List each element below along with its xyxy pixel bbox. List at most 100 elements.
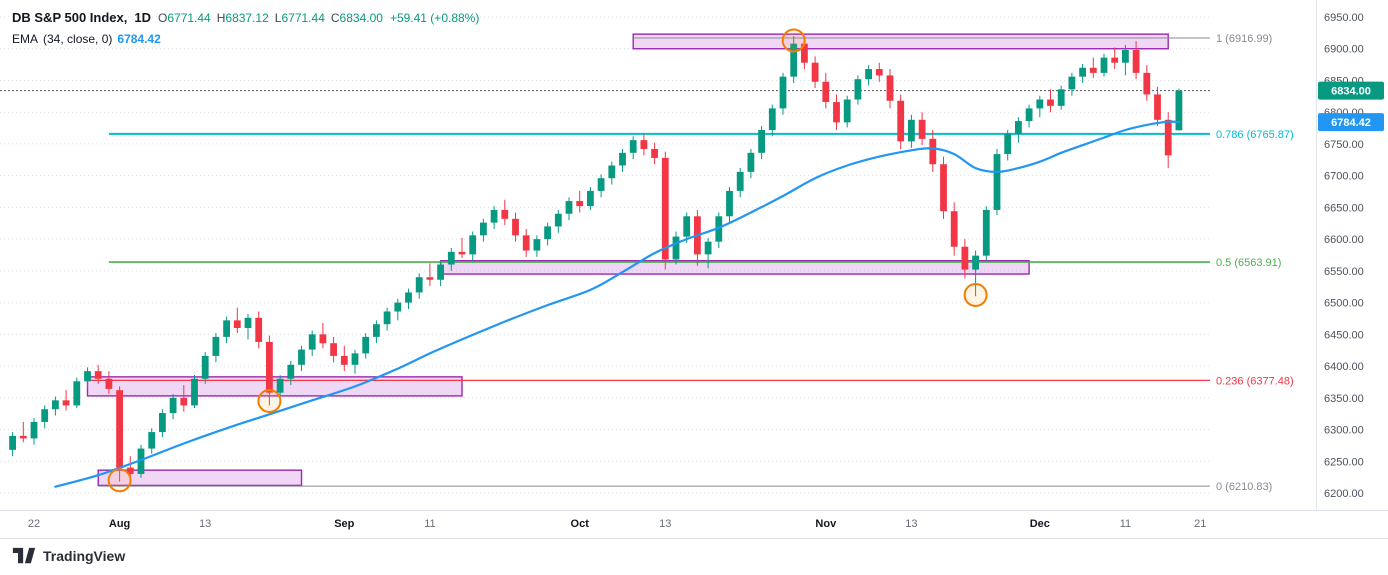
candle-body <box>469 235 477 255</box>
fib-levels-layer: 1 (6916.99) 0.786 (6765.87) 0.5 (6563.91) 0… <box>87 33 1294 493</box>
candle-body <box>169 397 177 414</box>
candle-body <box>918 119 926 139</box>
candle-body <box>854 79 862 100</box>
indicator-value: 6784.42 <box>117 32 161 46</box>
ema-value-badge-label: 6784.42 <box>1331 117 1371 129</box>
price-axis[interactable]: 6950.006900.006850.006800.006750.006700.… <box>1318 12 1384 500</box>
price-tick-label: 6600.00 <box>1324 234 1364 246</box>
symbol-interval[interactable]: 1D <box>134 10 151 25</box>
price-tick-label: 6900.00 <box>1324 44 1364 56</box>
candle-body <box>362 336 370 354</box>
brand-name: TradingView <box>43 548 126 564</box>
marker-circle[interactable] <box>781 28 806 53</box>
candle-body <box>950 211 958 247</box>
fib-level-label-0.5: 0.5 (6563.91) <box>1216 257 1281 269</box>
candle-body <box>704 241 712 255</box>
candle-body <box>1164 119 1172 156</box>
candle-body <box>191 378 198 406</box>
tradingview-logo[interactable]: TradingView <box>12 546 125 566</box>
candle-body <box>244 317 252 328</box>
candle-body <box>1015 121 1022 134</box>
candle-body <box>726 190 733 217</box>
candle-body <box>993 154 1001 210</box>
candle-body <box>394 302 402 312</box>
candle-body <box>501 209 509 219</box>
candle-body <box>522 235 530 251</box>
marker-circle[interactable] <box>963 282 988 307</box>
candle-body <box>9 435 16 450</box>
price-tick-label: 6700.00 <box>1324 171 1364 183</box>
candle-body <box>94 371 102 379</box>
candle-body <box>886 75 894 101</box>
candle-body <box>961 246 969 270</box>
price-tick-label: 6400.00 <box>1324 361 1364 373</box>
last-price-badge-label: 6834.00 <box>1331 86 1371 98</box>
time-tick-label: Aug <box>109 518 130 530</box>
candle-body <box>52 400 59 410</box>
candle-body <box>576 201 584 207</box>
candle-body <box>1057 89 1065 106</box>
candle-body <box>619 152 626 166</box>
chart-legend: DB S&P 500 Index, 1D O6771.44 H6837.12 L… <box>12 10 479 46</box>
candle-body <box>1036 99 1044 109</box>
indicator-legend-row[interactable]: EMA (34, close, 0) 6784.42 <box>12 32 479 46</box>
candle-body <box>1154 94 1161 120</box>
candle-body <box>458 251 466 255</box>
candle-body <box>405 292 412 303</box>
fib-level-label-1: 1 (6916.99) <box>1216 33 1272 45</box>
ema-line[interactable] <box>54 120 1180 488</box>
candle-body <box>255 317 263 342</box>
candle-body <box>843 99 851 123</box>
candle-body <box>779 76 787 109</box>
candle-body <box>330 343 337 356</box>
highlight-zone[interactable] <box>632 33 1169 50</box>
candle-body <box>897 100 905 142</box>
candle-body <box>768 108 776 130</box>
candle-body <box>982 209 990 256</box>
price-change: +59.41 (+0.88%) <box>389 11 480 25</box>
candle-body <box>608 165 616 179</box>
candles-layer[interactable] <box>9 36 1183 487</box>
candle-body <box>758 129 765 153</box>
candle-body <box>1111 57 1119 63</box>
candle-body <box>84 371 91 382</box>
fib-level-label-0.786: 0.786 (6765.87) <box>1216 129 1294 141</box>
candle-body <box>137 448 145 474</box>
ohlc-values: O6771.44 H6837.12 L6771.44 C6834.00 <box>158 11 383 25</box>
marker-circle[interactable] <box>257 388 282 413</box>
candle-body <box>833 102 840 123</box>
candle-body <box>1100 57 1108 73</box>
time-axis[interactable]: 22 Aug 13 Sep 11 Oct 13 Nov 13 Dec 11 21 <box>28 518 1207 530</box>
candle-body <box>351 353 359 365</box>
zones-layer <box>86 33 1169 487</box>
candle-body <box>640 140 648 150</box>
candle-body <box>1004 133 1012 155</box>
last-price-badge <box>1318 81 1384 100</box>
price-tick-label: 6200.00 <box>1324 488 1364 500</box>
candle-body <box>587 190 594 207</box>
candle-body <box>223 320 230 337</box>
time-tick-label: 13 <box>659 518 671 530</box>
candle-body <box>972 255 979 270</box>
candle-body <box>929 138 937 165</box>
separators <box>0 0 1388 539</box>
highlight-zone[interactable] <box>97 469 303 487</box>
symbol-legend-row[interactable]: DB S&P 500 Index, 1D O6771.44 H6837.12 L… <box>12 10 479 25</box>
price-tick-label: 6450.00 <box>1324 329 1364 341</box>
candle-body <box>672 236 680 260</box>
symbol-title: DB S&P 500 Index, <box>12 10 128 25</box>
time-tick-label: 11 <box>424 518 435 530</box>
time-tick-label: Oct <box>571 518 590 530</box>
time-tick-label: Sep <box>334 518 354 530</box>
candle-body <box>822 81 830 103</box>
price-tick-label: 6250.00 <box>1324 456 1364 468</box>
candle-body <box>126 467 134 474</box>
marker-circle[interactable] <box>107 468 132 493</box>
price-tick-label: 6500.00 <box>1324 298 1364 310</box>
candle-body <box>212 336 220 356</box>
candle-body <box>1025 108 1033 122</box>
candle-body <box>480 222 487 236</box>
grid-layer <box>0 16 1210 494</box>
ema-layer <box>54 120 1180 488</box>
